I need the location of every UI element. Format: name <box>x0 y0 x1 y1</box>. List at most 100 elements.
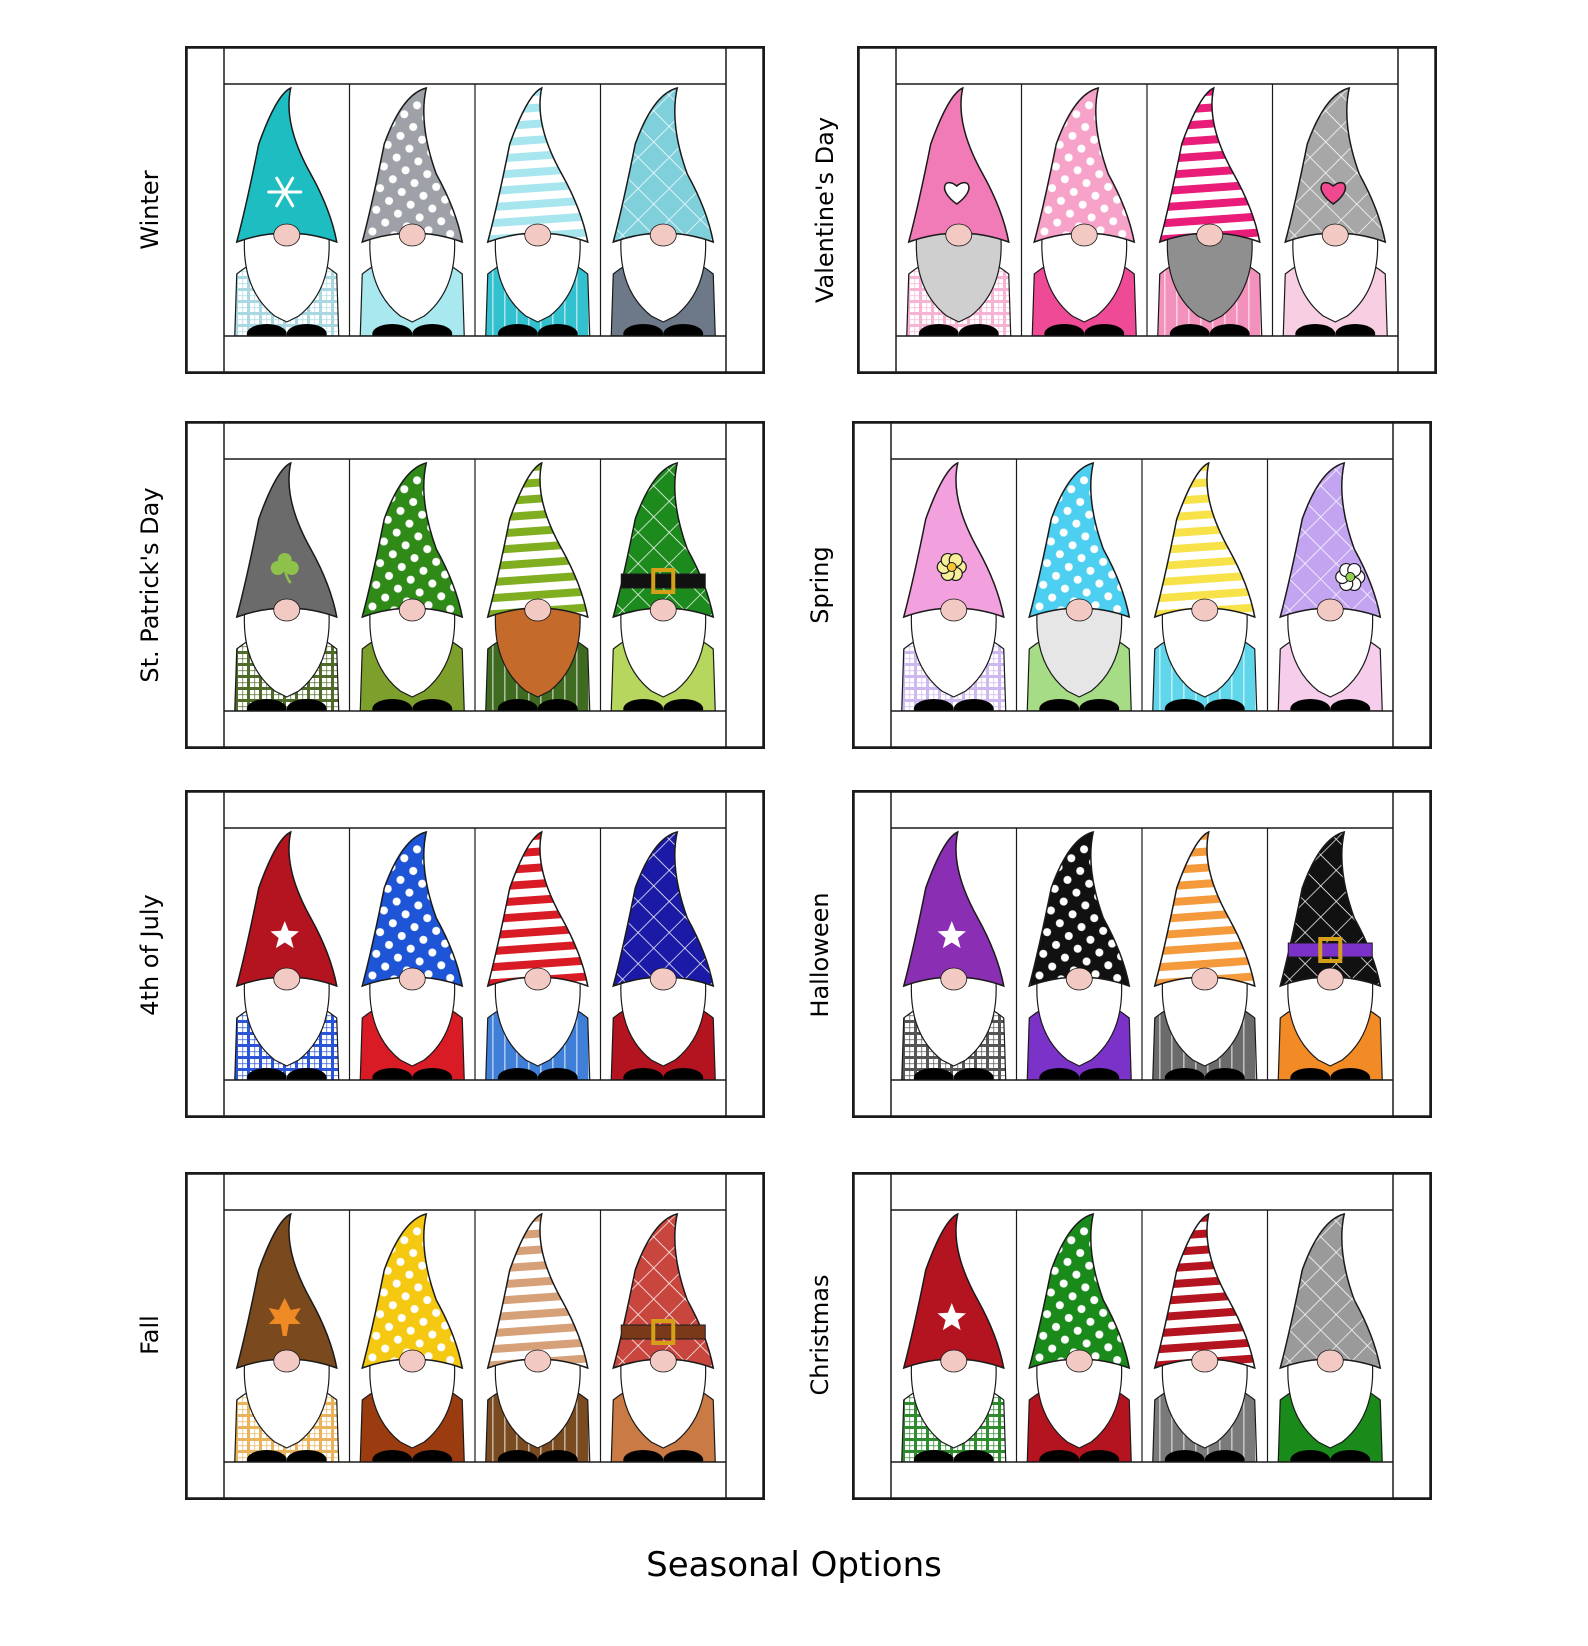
heart-icon <box>1320 181 1346 205</box>
gnome-hat <box>235 86 338 244</box>
gnome-beard <box>1036 977 1123 1067</box>
gnome-nose <box>940 598 968 622</box>
gnome-hat <box>1153 1212 1256 1370</box>
flower-icon <box>1335 562 1366 592</box>
gnome-beard <box>494 233 581 323</box>
gnome-hat <box>486 461 589 619</box>
gnome-beard <box>620 233 707 323</box>
frame-top-rail <box>859 48 1435 85</box>
gnome-hat <box>1033 86 1136 244</box>
gnome-figure <box>359 1212 465 1470</box>
gnome-hat <box>235 1212 338 1370</box>
frame-right-post <box>1392 792 1430 1116</box>
gnome-frame-spring <box>852 421 1432 749</box>
gnome-hat <box>1279 1212 1382 1370</box>
star-icon <box>937 1303 966 1331</box>
buckle-band-icon <box>1287 937 1373 963</box>
gnome-hat <box>361 86 464 244</box>
gnome-hat <box>1028 1212 1131 1370</box>
season-label-halloween: Halloween <box>806 892 834 1018</box>
gnome-beard <box>243 608 330 698</box>
gnome-nose <box>398 967 426 991</box>
wood-frame <box>187 423 763 747</box>
gnome-nose <box>649 598 677 622</box>
frame-bottom-rail <box>854 1079 1430 1116</box>
gnome-figure <box>359 461 465 719</box>
season-label-spring: Spring <box>806 546 834 624</box>
gnome-beard <box>243 233 330 323</box>
gnome-nose <box>1065 598 1093 622</box>
gnome-beard <box>369 977 456 1067</box>
shamrock-icon <box>270 553 299 584</box>
gnome-hat <box>1153 461 1256 619</box>
gnome-hat <box>902 461 1005 619</box>
gnome-beard <box>1292 233 1379 323</box>
season-label-winter: Winter <box>136 170 164 250</box>
frame-top-rail <box>187 792 763 829</box>
gnome-beard <box>494 1359 581 1449</box>
frame-left-post <box>859 48 897 372</box>
gnome-figure <box>1152 461 1258 719</box>
gnome-hat <box>902 830 1005 988</box>
gnome-nose <box>273 223 301 247</box>
frame-left-post <box>187 48 225 372</box>
gnome-figure <box>610 86 716 344</box>
frame-right-post <box>725 48 763 372</box>
gnome-hat <box>486 830 589 988</box>
wood-frame <box>854 1174 1430 1498</box>
frame-left-post <box>854 1174 892 1498</box>
gnome-nose <box>1316 598 1344 622</box>
frame-bottom-rail <box>187 710 763 747</box>
gnome-panel-art <box>187 792 763 1116</box>
gnome-figure <box>1026 461 1132 719</box>
gnome-beard <box>910 1359 997 1449</box>
frame-top-rail <box>187 1174 763 1211</box>
gnome-beard <box>494 608 581 698</box>
gnome-figure <box>1152 830 1258 1088</box>
gnome-nose <box>945 223 973 247</box>
frame-top-rail <box>187 48 763 85</box>
wood-frame <box>854 792 1430 1116</box>
gnome-nose <box>1316 967 1344 991</box>
gnome-panel-art <box>859 48 1435 372</box>
frame-bottom-rail <box>187 335 763 372</box>
gnome-nose <box>1191 967 1219 991</box>
gnome-hat <box>1028 830 1131 988</box>
gnome-nose <box>940 1349 968 1373</box>
gnome-figure <box>1152 1212 1258 1470</box>
frame-right-post <box>725 423 763 747</box>
gnome-hat <box>1158 86 1261 244</box>
gnome-beard <box>1161 1359 1248 1449</box>
snowflake-icon <box>267 176 303 208</box>
frame-right-post <box>1392 423 1430 747</box>
gnome-hat <box>1153 830 1256 988</box>
frame-bottom-rail <box>854 1461 1430 1498</box>
gnome-hat <box>235 830 338 988</box>
wood-frame <box>187 1174 763 1498</box>
frame-left-post <box>187 1174 225 1498</box>
gnome-panel-art <box>187 423 763 747</box>
gnome-nose <box>1191 598 1219 622</box>
frame-left-post <box>854 423 892 747</box>
gnome-hat <box>361 1212 464 1370</box>
gnome-figure <box>1277 1212 1383 1470</box>
gnome-beard <box>620 608 707 698</box>
gnome-frame-christmas <box>852 1172 1432 1500</box>
gnome-panel-art <box>854 1174 1430 1498</box>
season-label-fall: Fall <box>136 1315 164 1355</box>
gnome-hat <box>902 1212 1005 1370</box>
gnome-hat <box>612 86 715 244</box>
gnome-figure <box>485 1212 591 1470</box>
gnome-nose <box>398 223 426 247</box>
gnome-nose <box>940 967 968 991</box>
gnome-panel-art <box>854 423 1430 747</box>
gnome-hat <box>361 461 464 619</box>
frame-right-post <box>1392 1174 1430 1498</box>
page-title: Seasonal Options <box>646 1545 942 1585</box>
gnome-beard <box>1036 608 1123 698</box>
gnome-beard <box>369 233 456 323</box>
gnome-nose <box>1191 1349 1219 1373</box>
gnome-figure <box>906 86 1012 344</box>
gnome-frame-halloween <box>852 790 1432 1118</box>
gnome-beard <box>1287 977 1374 1067</box>
